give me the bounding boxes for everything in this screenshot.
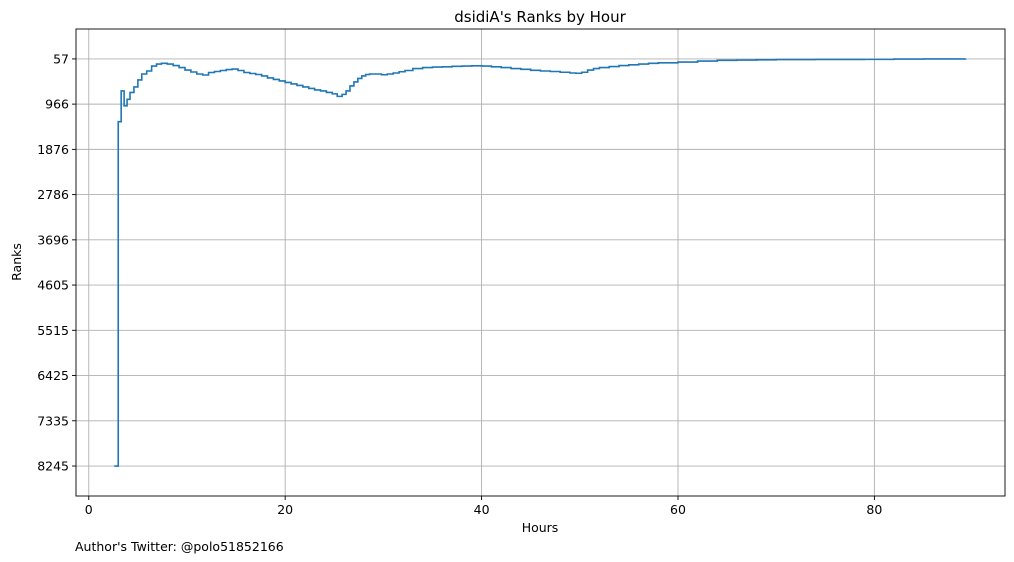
y-tick-label: 966 (45, 97, 69, 112)
y-tick-label: 6425 (37, 368, 69, 383)
plot-area-frame (75, 28, 1006, 497)
x-tick-label: 40 (474, 502, 490, 517)
y-axis-label: Ranks (9, 243, 24, 281)
grid-lines (76, 29, 1005, 496)
x-tick-label: 80 (866, 502, 882, 517)
y-tick-label: 8245 (37, 459, 69, 474)
series-layer (114, 58, 967, 467)
x-tick-label: 0 (85, 502, 93, 517)
axis-ticks: 0 20 40 60 80 57 966 1876 2786 3696 4605 5515 6425 73… (37, 51, 882, 517)
x-tick-label: 60 (670, 502, 686, 517)
y-tick-label: 57 (53, 51, 69, 66)
y-tick-label: 4605 (37, 278, 69, 293)
x-tick-label: 20 (277, 502, 293, 517)
rank-series-line (114, 58, 967, 467)
y-tick-label: 1876 (37, 142, 69, 157)
x-axis-label: Hours (522, 520, 559, 535)
y-tick-label: 5515 (37, 323, 69, 338)
y-tick-label: 2786 (37, 187, 69, 202)
y-tick-label: 3696 (37, 232, 69, 247)
y-tick-label: 7335 (37, 413, 69, 428)
author-credit: Author's Twitter: @polo51852166 (75, 539, 284, 554)
chart-title: dsidiA's Ranks by Hour (454, 8, 626, 26)
